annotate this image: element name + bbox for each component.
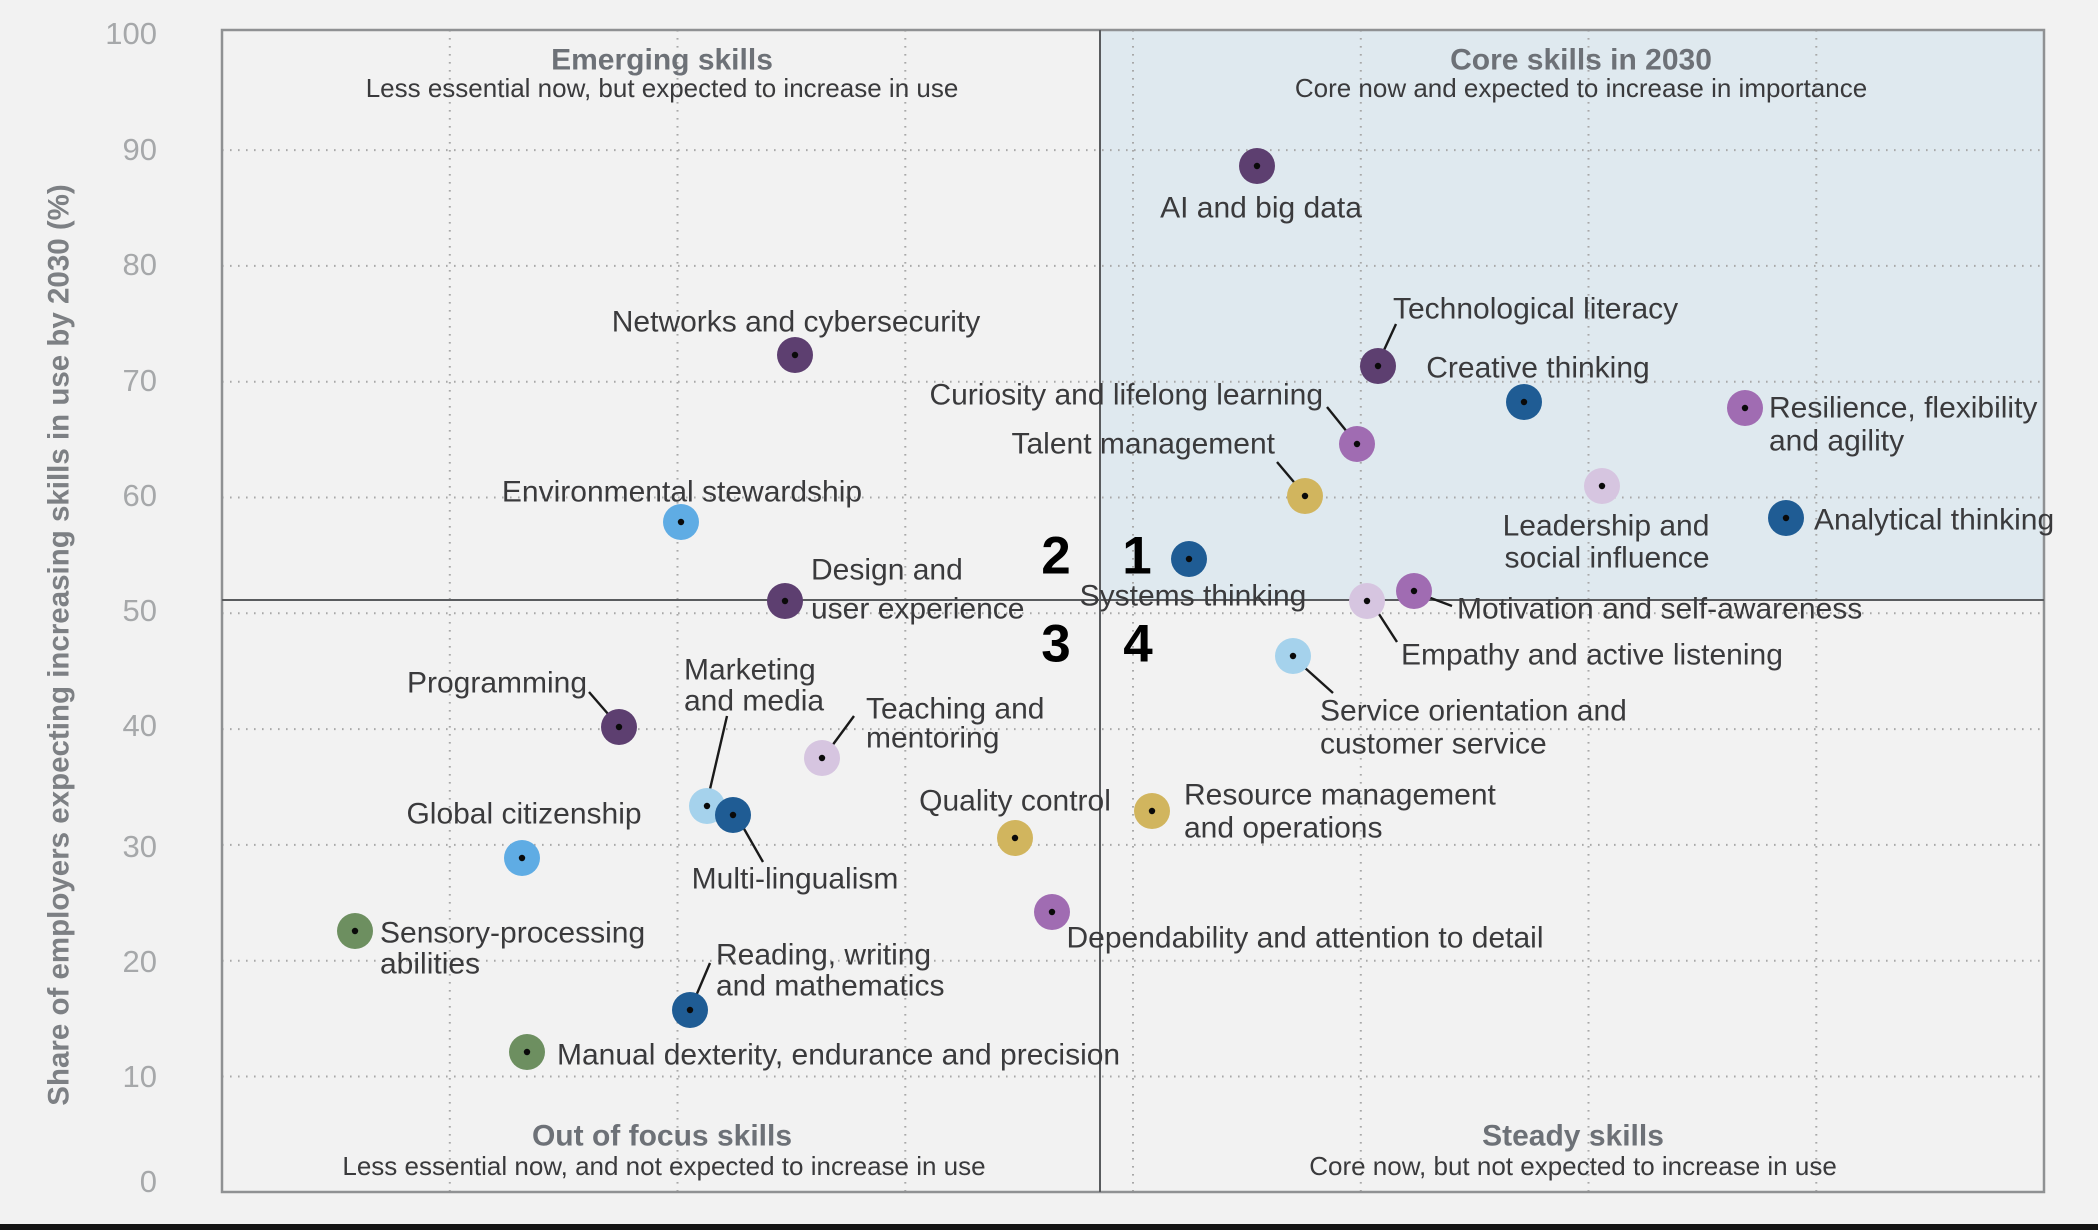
svg-text:100: 100 [105,16,157,51]
svg-text:Systems thinking: Systems thinking [1080,580,1307,613]
svg-text:and agility: and agility [1769,425,1904,458]
svg-text:0: 0 [140,1164,157,1199]
svg-text:Talent management: Talent management [1012,428,1276,461]
svg-text:and mathematics: and mathematics [716,970,944,1003]
svg-text:Programming: Programming [407,667,587,700]
svg-text:90: 90 [123,132,157,167]
svg-text:Emerging skills: Emerging skills [551,44,773,77]
svg-text:AI and big data: AI and big data [1160,192,1362,225]
svg-text:Reading, writing: Reading, writing [716,939,931,972]
svg-text:Creative thinking: Creative thinking [1426,352,1649,385]
svg-text:Quality control: Quality control [919,785,1111,818]
svg-text:Technological literacy: Technological literacy [1393,293,1678,326]
svg-text:Less essential now, but expect: Less essential now, but expected to incr… [366,73,959,103]
svg-text:1: 1 [1122,527,1151,586]
svg-text:Sensory-processing: Sensory-processing [380,917,645,950]
svg-text:Motivation and self-awareness: Motivation and self-awareness [1457,593,1862,626]
svg-text:Steady skills: Steady skills [1482,1120,1664,1153]
svg-text:Resource management: Resource management [1184,779,1497,812]
svg-text:Dependability and attention to: Dependability and attention to detail [1066,922,1543,955]
svg-text:Core now, but not expected to: Core now, but not expected to increase i… [1309,1151,1837,1181]
svg-text:abilities: abilities [380,948,480,981]
svg-text:Curiosity and lifelong learnin: Curiosity and lifelong learning [929,379,1323,412]
svg-text:user experience: user experience [811,593,1024,626]
svg-text:Marketing: Marketing [684,654,816,687]
svg-text:Manual dexterity, endurance an: Manual dexterity, endurance and precisio… [557,1039,1120,1072]
svg-text:20: 20 [123,944,157,979]
svg-text:10: 10 [123,1059,157,1094]
svg-text:30: 30 [123,829,157,864]
svg-text:Multi-lingualism: Multi-lingualism [692,863,899,896]
svg-text:2: 2 [1041,527,1070,586]
svg-text:70: 70 [123,363,157,398]
svg-text:mentoring: mentoring [866,722,999,755]
svg-text:Global citizenship: Global citizenship [406,798,641,831]
svg-text:60: 60 [123,478,157,513]
svg-text:Resilience, flexibility: Resilience, flexibility [1769,392,2037,425]
svg-text:and media: and media [684,685,824,718]
svg-text:customer service: customer service [1320,728,1547,761]
svg-text:Share of employers expecting i: Share of employers expecting increasing … [42,184,75,1105]
svg-text:50: 50 [123,593,157,628]
svg-text:Environmental stewardship: Environmental stewardship [502,476,862,509]
svg-text:Leadership and: Leadership and [1503,510,1710,543]
svg-text:Core now and expected to incre: Core now and expected to increase in imp… [1295,73,1867,103]
svg-text:Design and: Design and [811,554,963,587]
svg-text:Teaching and: Teaching and [866,693,1044,726]
svg-text:80: 80 [123,247,157,282]
svg-text:and operations: and operations [1184,812,1383,845]
svg-text:Service orientation and: Service orientation and [1320,695,1627,728]
svg-text:4: 4 [1123,615,1153,674]
svg-text:Networks and cybersecurity: Networks and cybersecurity [612,306,980,339]
svg-text:Less essential now, and not ex: Less essential now, and not expected to … [342,1151,985,1181]
svg-text:Empathy and active listening: Empathy and active listening [1401,639,1783,672]
svg-text:3: 3 [1041,615,1070,674]
svg-text:social influence: social influence [1504,542,1709,575]
svg-text:Analytical thinking: Analytical thinking [1814,504,2054,537]
svg-text:Core skills in 2030: Core skills in 2030 [1450,44,1712,77]
svg-text:Out of focus skills: Out of focus skills [532,1120,792,1153]
svg-text:40: 40 [123,708,157,743]
